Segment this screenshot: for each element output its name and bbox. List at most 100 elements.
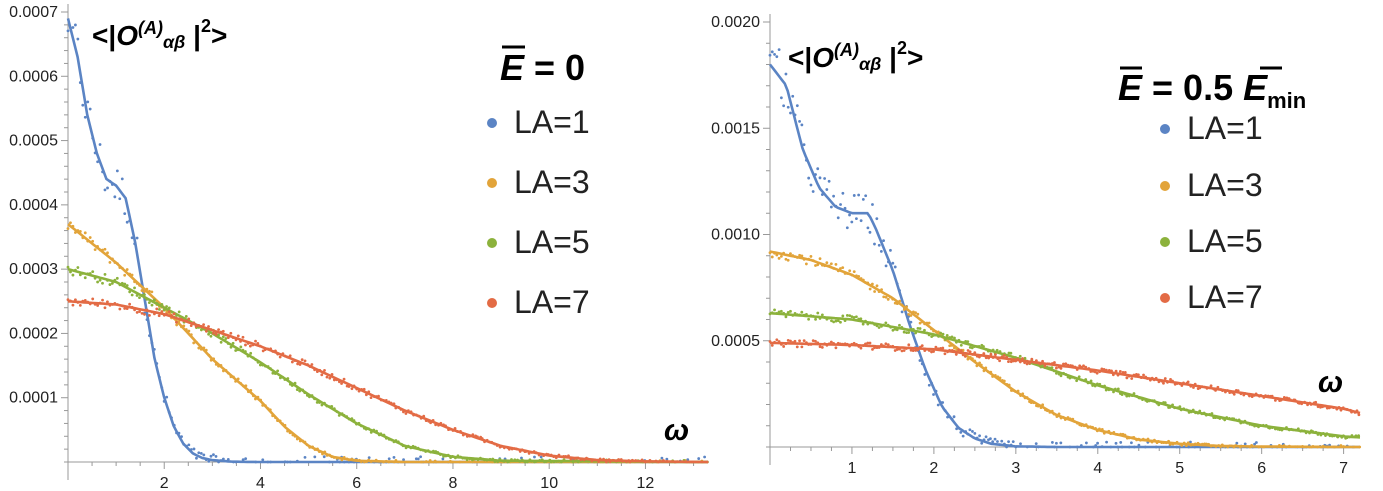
data-point (882, 239, 885, 242)
data-point (873, 290, 877, 293)
series-line-LA=3 (67, 223, 708, 464)
data-point (369, 396, 373, 399)
data-point (209, 334, 213, 338)
data-point (775, 338, 779, 342)
data-point (202, 323, 206, 327)
data-point (83, 276, 87, 280)
data-point (900, 310, 904, 314)
data-point (927, 383, 931, 387)
data-point (1232, 392, 1236, 396)
data-point (1095, 371, 1099, 375)
data-point (773, 308, 776, 312)
legend-label: LA=7 (514, 284, 590, 320)
data-point (954, 353, 958, 356)
legend-entry: LA=3 (1160, 167, 1263, 203)
data-point (893, 265, 897, 269)
data-point (916, 312, 920, 316)
data-point (303, 455, 307, 459)
data-point (784, 257, 788, 261)
data-point (197, 451, 201, 455)
data-point (859, 219, 863, 223)
data-point (322, 455, 326, 459)
data-point (175, 323, 179, 327)
data-point (155, 307, 159, 311)
data-point (1102, 367, 1106, 371)
data-point (147, 301, 151, 305)
data-point (192, 341, 196, 345)
data-point (802, 143, 806, 147)
data-point (328, 376, 332, 380)
data-point (320, 373, 324, 377)
data-point (88, 236, 92, 239)
data-point (1077, 375, 1081, 379)
data-point (800, 254, 804, 258)
data-point (1034, 442, 1038, 446)
data-point (886, 343, 890, 347)
data-point (419, 455, 422, 459)
data-point (864, 194, 868, 198)
data-point (296, 362, 300, 366)
data-point (254, 339, 257, 343)
data-point (816, 167, 820, 171)
data-point (877, 243, 881, 247)
data-point (770, 343, 774, 347)
data-point (128, 290, 132, 294)
data-point (660, 456, 664, 460)
data-point (1105, 440, 1108, 444)
right-annotation-text: E = 0.5 Emin (1118, 67, 1306, 113)
data-point (855, 315, 858, 319)
data-point (809, 183, 813, 187)
data-point (891, 261, 895, 265)
data-point (404, 412, 408, 415)
x-tick-label: 10 (540, 475, 558, 491)
data-point (86, 100, 90, 104)
data-point (241, 458, 245, 462)
data-point (189, 324, 193, 328)
data-point (1100, 367, 1104, 371)
data-point (923, 373, 927, 376)
x-tick-label: 6 (352, 475, 361, 491)
data-point (941, 401, 945, 404)
data-point (303, 359, 307, 363)
data-point (1123, 371, 1127, 374)
data-point (789, 111, 792, 115)
data-point (907, 343, 911, 347)
data-point (773, 53, 776, 56)
data-point (78, 304, 82, 307)
data-point (157, 307, 161, 311)
data-point (98, 143, 102, 146)
data-point (1002, 354, 1006, 357)
data-point (834, 319, 838, 323)
x-tick-label: 5 (1175, 460, 1184, 477)
x-tick-label: 8 (449, 475, 458, 491)
series-line-LA=7 (769, 341, 1361, 415)
data-point (157, 314, 161, 318)
data-point (135, 310, 139, 314)
data-point (852, 270, 856, 274)
data-point (779, 254, 783, 258)
data-point (81, 103, 85, 107)
data-point (786, 338, 790, 342)
left-x-axis-label: ω (664, 414, 689, 447)
data-point (342, 377, 346, 381)
data-point (795, 345, 799, 349)
data-point (69, 221, 72, 225)
left-annotation: E = 0 (500, 45, 585, 88)
data-point (791, 94, 795, 98)
data-point (88, 107, 92, 111)
data-point (886, 297, 890, 301)
data-point (802, 339, 806, 342)
data-point (325, 375, 329, 379)
data-point (998, 359, 1001, 363)
data-point (1120, 393, 1124, 397)
data-point (793, 339, 797, 343)
data-point (889, 248, 892, 252)
data-point (204, 329, 208, 333)
data-point (150, 290, 154, 294)
data-point (868, 287, 872, 291)
data-point (1023, 356, 1027, 360)
data-point (123, 273, 127, 277)
data-point (968, 350, 972, 354)
data-point (798, 120, 801, 123)
data-point (871, 203, 874, 206)
